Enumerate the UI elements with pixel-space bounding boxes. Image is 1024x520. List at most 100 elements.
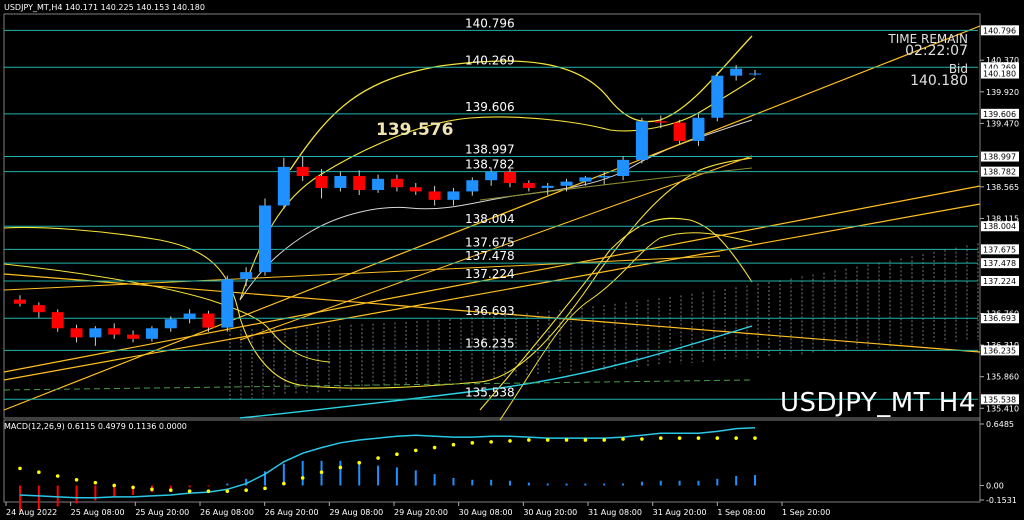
time-tick-label: 31 Aug 20:00	[653, 508, 707, 517]
price-box	[981, 394, 1019, 405]
bear-candle	[108, 328, 121, 335]
price-box	[981, 25, 1019, 36]
price-tick-label: 140.370	[986, 56, 1019, 65]
level-label: 138.004	[465, 212, 515, 226]
macd-signal-dot	[470, 441, 475, 445]
time-remain-label: TIME REMAIN	[888, 32, 968, 46]
bull-candle	[541, 185, 554, 188]
price-box	[981, 313, 1019, 324]
bear-candle	[504, 171, 516, 184]
level-label: 137.224	[465, 267, 515, 281]
bear-candle	[390, 178, 403, 188]
macd-signal-dot	[753, 436, 757, 440]
bull-candle	[372, 178, 385, 191]
macd-header: MACD(12,26,9) 0.6115 0.4979 0.1136 0.000…	[4, 422, 187, 431]
bear-candle	[315, 176, 328, 188]
level-label: 137.478	[465, 249, 515, 263]
dashed-green-line	[3, 379, 753, 391]
time-axis: 24 Aug 2022 25 Aug 08:00 25 Aug 20:00 26 Au…	[5, 502, 830, 517]
macd-signal-dot	[319, 470, 324, 475]
bear-candle	[654, 121, 667, 123]
time-tick-label: 26 Aug 20:00	[265, 508, 319, 517]
macd-signal-dot	[187, 489, 192, 493]
level-label: 137.675	[465, 235, 515, 249]
time-tick-label: 30 Aug 20:00	[523, 508, 577, 517]
bear-candle	[409, 187, 422, 192]
bull-candle	[485, 171, 498, 181]
price-box-label: 135.538	[983, 395, 1016, 404]
price-box	[981, 166, 1019, 177]
ichimoku-cloud	[229, 243, 979, 400]
price-tick-label: 135.410	[986, 404, 1019, 413]
bull-candle	[164, 319, 177, 329]
price-annotation: 139.576	[376, 120, 454, 140]
macd-signal-dot	[545, 438, 550, 442]
bear-candle	[353, 176, 366, 191]
trend-line-6	[3, 255, 721, 291]
macd-signal-dot	[112, 483, 117, 488]
price-box	[981, 108, 1019, 119]
macd-signal-dot	[564, 438, 569, 442]
price-box-label: 137.224	[983, 277, 1016, 286]
stoch-curve-line-2	[499, 232, 753, 421]
bull-candle	[89, 328, 102, 338]
price-box	[981, 151, 1019, 162]
level-label: 136.235	[465, 336, 515, 350]
macd-signal-dot	[395, 452, 399, 456]
macd-signal-dot	[734, 436, 738, 440]
price-box	[981, 221, 1019, 232]
bull-candle	[145, 328, 158, 339]
trend-line-1	[3, 25, 981, 411]
time-tick-label: 24 Aug 2022	[6, 508, 57, 517]
level-label: 139.606	[465, 100, 515, 114]
lower-band-line	[3, 157, 753, 389]
macd-signal-dot	[489, 440, 493, 444]
macd-signal-dot	[282, 481, 286, 486]
bear-candle	[32, 305, 45, 313]
macd-signal-dot	[37, 470, 41, 475]
mid-band-line	[239, 77, 756, 301]
bull-candle	[692, 117, 705, 141]
macd-signal-dot	[677, 436, 682, 440]
price-box	[981, 275, 1019, 286]
price-box-label: 136.235	[983, 346, 1016, 355]
level-label: 138.782	[465, 158, 515, 172]
bull-candle	[579, 177, 592, 182]
macd-signal-dot	[74, 477, 79, 482]
price-box-label: 138.782	[983, 168, 1016, 177]
time-tick-label: 26 Aug 08:00	[200, 508, 254, 517]
macd-signal-dot	[150, 487, 154, 492]
macd-signal-dot	[508, 439, 512, 443]
macd-signal-dot	[527, 438, 531, 442]
price-tick-label: 135.860	[986, 373, 1019, 382]
macd-layer: 0.6485 0.00 -0.1531	[18, 420, 1017, 513]
bull-candle	[466, 180, 479, 192]
level-label: 135.538	[465, 385, 515, 399]
bull-candle	[447, 191, 460, 200]
bull-candle	[183, 313, 196, 320]
bull-candle	[259, 205, 271, 273]
time-tick-label: 25 Aug 20:00	[135, 508, 189, 517]
macd-signal-dot	[131, 485, 135, 490]
bull-candle	[617, 159, 630, 176]
macd-signal-dot	[451, 442, 456, 447]
macd-signal-dot	[338, 465, 343, 470]
time-remain-value: 02:22:07	[905, 43, 968, 59]
bull-candle	[240, 272, 253, 280]
price-box-label: 136.693	[983, 314, 1016, 323]
price-box-label: 140.180	[983, 70, 1016, 79]
bear-candle	[673, 122, 686, 141]
macd-signal-dot	[168, 488, 173, 493]
bull-candle	[635, 121, 648, 160]
level-label: 138.997	[465, 143, 515, 157]
price-box-label: 140.796	[983, 26, 1016, 35]
cyan-ma-line	[239, 325, 753, 419]
macd-main-line	[19, 426, 756, 499]
macd-signal-dot	[206, 489, 211, 493]
stoch-curve-line	[479, 217, 753, 411]
olive-line	[479, 167, 753, 201]
price-box	[981, 62, 1019, 73]
level-label: 140.269	[465, 53, 515, 67]
bull-candle	[277, 166, 290, 206]
